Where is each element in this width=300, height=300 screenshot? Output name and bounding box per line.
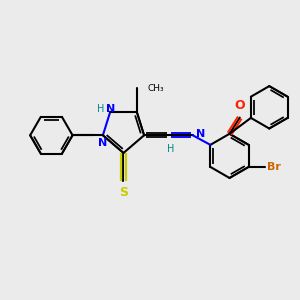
Text: H: H — [167, 143, 174, 154]
Text: O: O — [235, 99, 245, 112]
Text: N: N — [196, 129, 206, 139]
Text: N: N — [106, 104, 115, 114]
Text: H: H — [97, 104, 104, 114]
Text: Br: Br — [267, 162, 281, 172]
Text: CH₃: CH₃ — [147, 84, 164, 93]
Text: S: S — [119, 186, 128, 199]
Text: N: N — [98, 138, 107, 148]
